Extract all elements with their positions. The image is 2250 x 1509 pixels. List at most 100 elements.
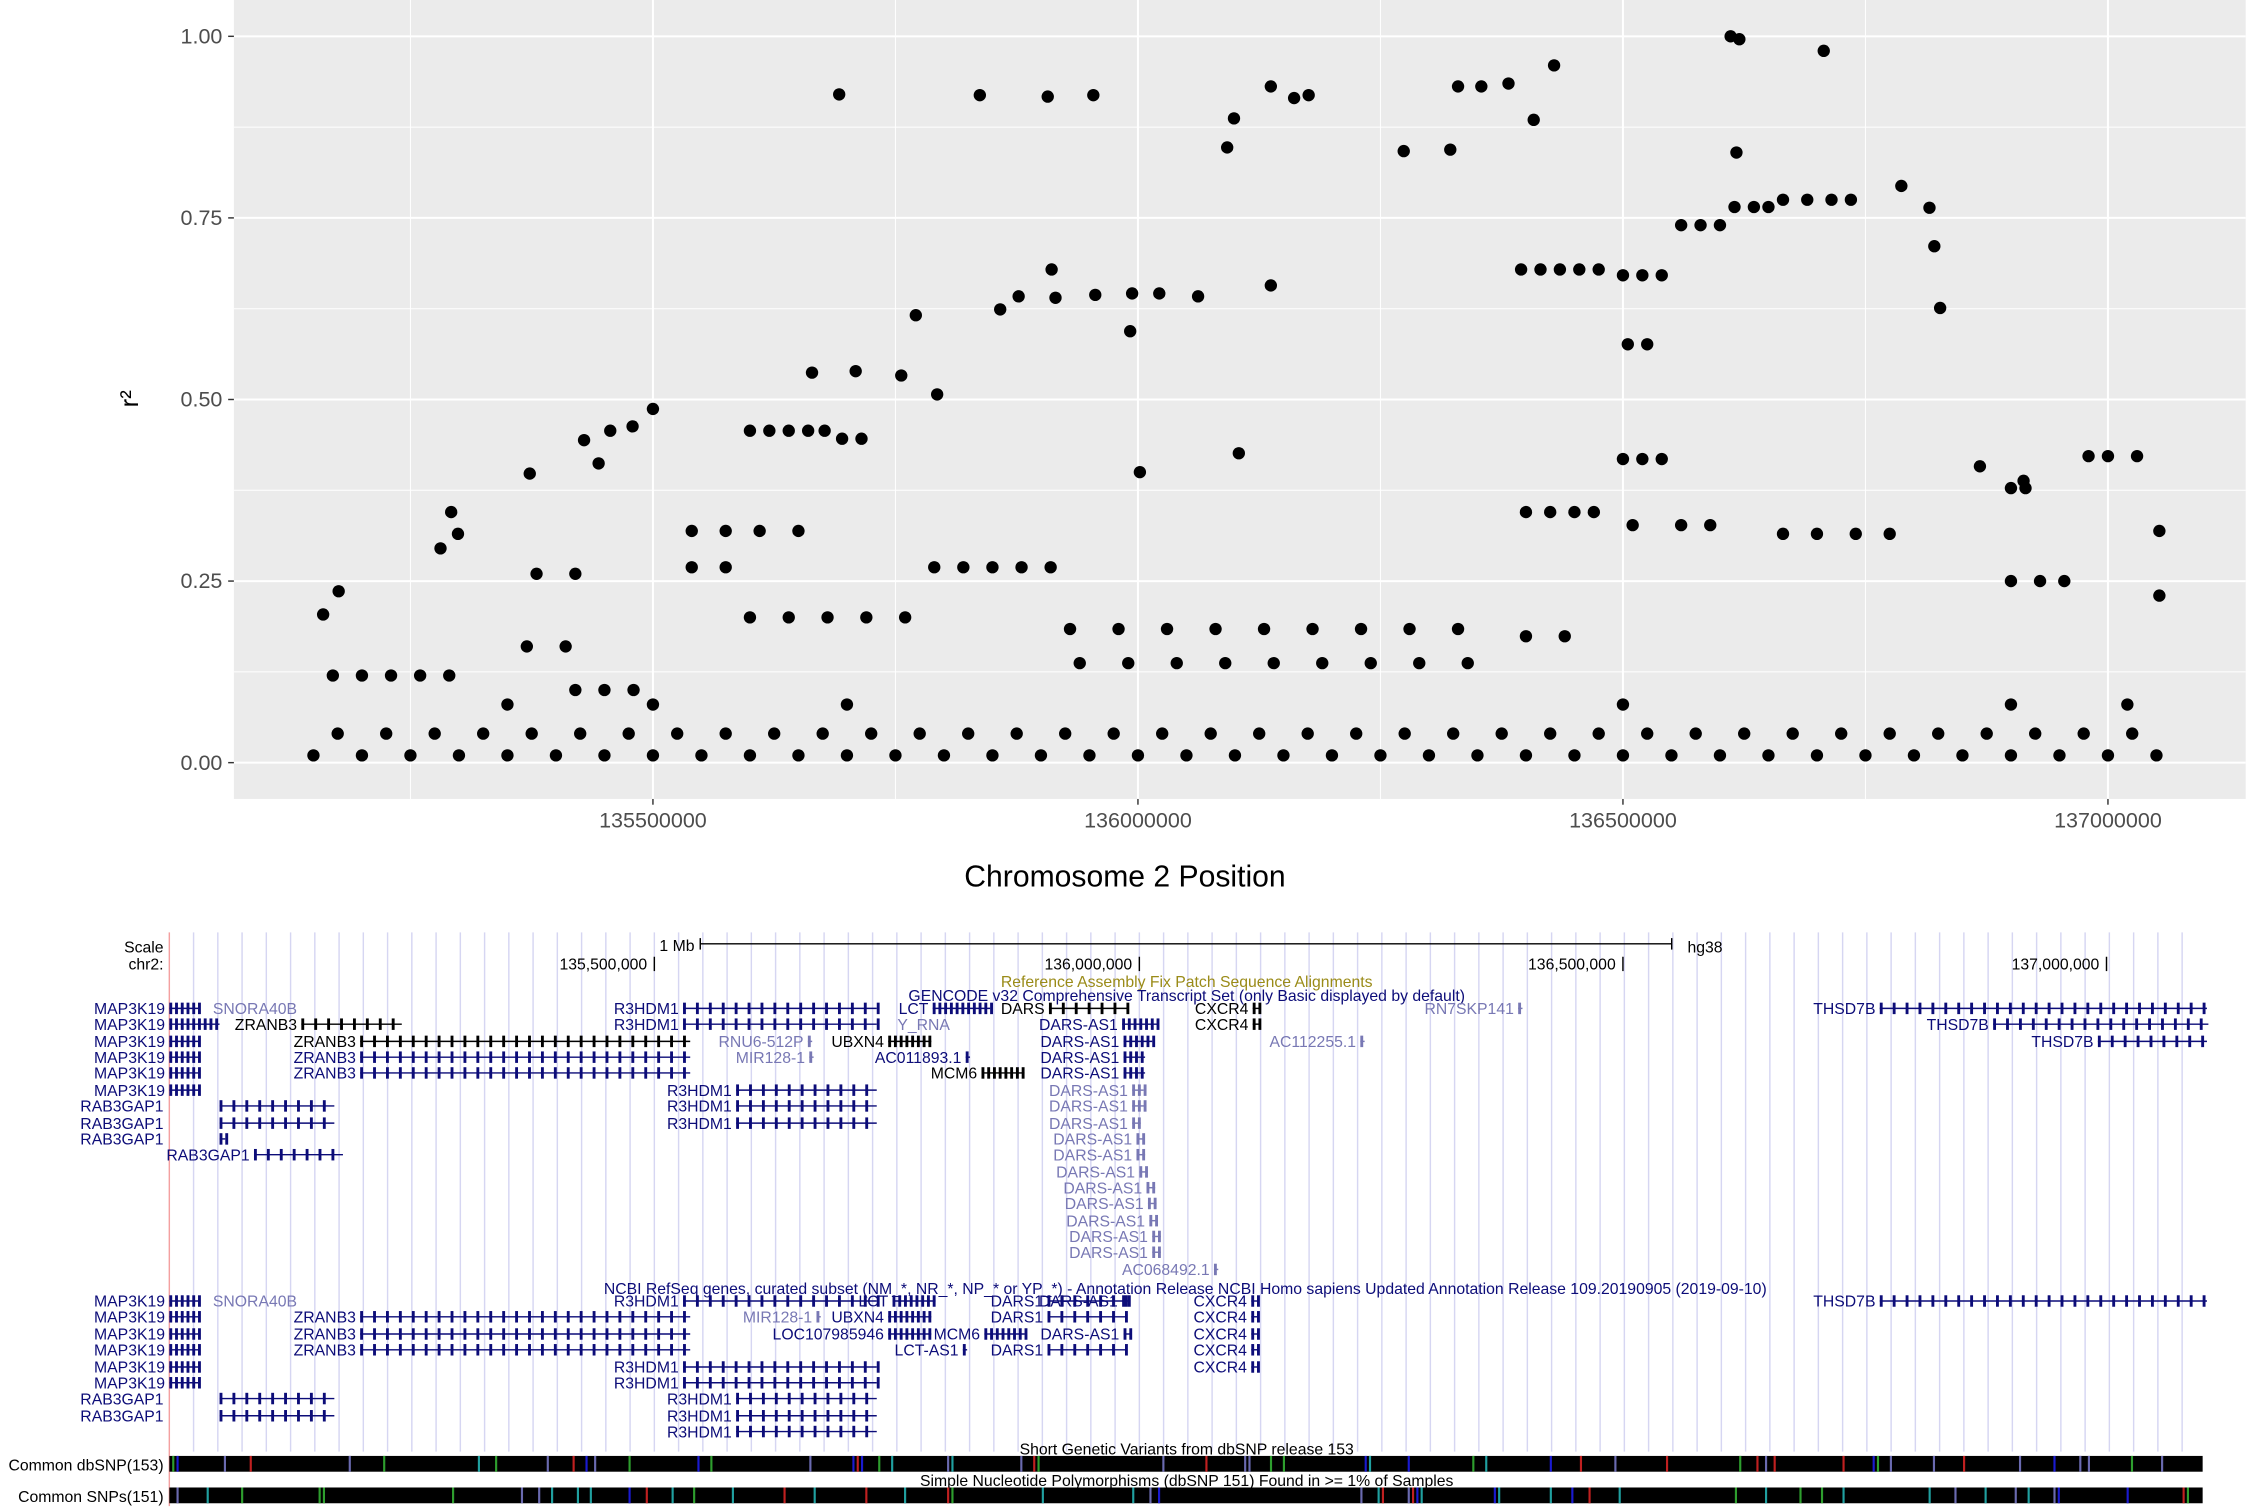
exon xyxy=(1158,1230,1161,1243)
track-title: NCBI RefSeq genes, curated subset (NM_*,… xyxy=(604,1281,1767,1298)
snp-stripe xyxy=(1963,1455,1966,1472)
exon xyxy=(169,1035,173,1048)
exon xyxy=(424,1311,428,1323)
gene-label: RAB3GAP1 xyxy=(80,1116,163,1133)
gene-label: DARS-AS1 xyxy=(1040,1034,1119,1051)
exon xyxy=(2176,1002,2180,1015)
exon xyxy=(998,1067,1002,1079)
exon xyxy=(1147,1197,1151,1210)
exon xyxy=(373,1035,376,1048)
exon xyxy=(904,1295,907,1307)
snp-stripe xyxy=(904,1487,907,1504)
exon xyxy=(180,1361,184,1373)
exon xyxy=(579,1067,583,1079)
point xyxy=(1451,622,1465,636)
exon xyxy=(1086,1344,1090,1356)
exon xyxy=(838,1002,841,1015)
exon xyxy=(175,1344,178,1356)
snp-stripe xyxy=(1420,1487,1423,1504)
exon xyxy=(2008,1295,2012,1307)
gene-label: MAP3K19 xyxy=(94,1034,165,1051)
gene-label: RAB3GAP1 xyxy=(166,1147,249,1164)
snp-stripe xyxy=(1764,1487,1768,1504)
exon xyxy=(1879,1295,1883,1307)
point xyxy=(307,749,320,762)
exon xyxy=(566,1051,570,1063)
exon xyxy=(839,1392,843,1405)
exon xyxy=(1060,1311,1064,1323)
exon xyxy=(215,1018,219,1030)
exon xyxy=(2150,1295,2154,1307)
exon xyxy=(476,1328,480,1340)
exon xyxy=(2138,1002,2141,1015)
exon xyxy=(2031,1018,2035,1030)
exon xyxy=(219,1133,223,1145)
exon xyxy=(1087,1002,1091,1015)
exon xyxy=(476,1344,480,1356)
exon xyxy=(618,1328,622,1340)
exon xyxy=(2086,1295,2090,1307)
snp-stripe xyxy=(1368,1455,1372,1472)
exon xyxy=(1252,1002,1256,1015)
exon xyxy=(411,1035,415,1048)
exon xyxy=(180,1084,184,1096)
exon xyxy=(579,1344,583,1356)
snp-stripe xyxy=(249,1455,252,1472)
point xyxy=(895,369,908,382)
point xyxy=(1447,727,1460,740)
snp-stripe xyxy=(1842,1455,1845,1472)
point xyxy=(1264,80,1278,93)
snp-stripe xyxy=(576,1487,580,1504)
point xyxy=(1133,465,1147,479)
exon xyxy=(1010,1067,1014,1079)
point xyxy=(719,727,732,740)
exon xyxy=(566,1344,570,1356)
track-label: Common SNPs(151) xyxy=(18,1489,163,1506)
track-title: Short Genetic Variants from dbSNP releas… xyxy=(1020,1441,1354,1458)
exon xyxy=(1047,1311,1051,1323)
x-tick-label: 136000000 xyxy=(1084,809,1192,833)
exon xyxy=(816,1311,820,1323)
exon xyxy=(949,1002,953,1015)
gene-label: MAP3K19 xyxy=(94,1001,165,1018)
point xyxy=(1413,656,1426,670)
exon xyxy=(340,1018,343,1030)
exon xyxy=(618,1067,622,1079)
exon xyxy=(1257,1361,1260,1373)
exon xyxy=(180,1035,184,1048)
snp-stripe xyxy=(2027,1487,2030,1504)
exon xyxy=(2163,1002,2167,1015)
snp-stripe xyxy=(2161,1455,2164,1472)
point xyxy=(1641,338,1654,351)
snp-stripe xyxy=(1407,1455,1410,1472)
point xyxy=(2029,727,2042,740)
point xyxy=(1354,622,1368,636)
exon xyxy=(773,1018,777,1030)
exon xyxy=(284,1117,287,1129)
exon xyxy=(2122,1018,2126,1030)
point xyxy=(1044,561,1057,574)
point xyxy=(1655,452,1668,466)
point xyxy=(1253,727,1266,740)
exon xyxy=(683,1328,686,1340)
exon xyxy=(787,1117,791,1129)
exon xyxy=(800,1117,804,1129)
point xyxy=(1592,727,1605,740)
exon xyxy=(309,1117,313,1129)
exon xyxy=(515,1067,519,1079)
exon xyxy=(708,1361,712,1373)
snp-stripe xyxy=(1872,1455,1875,1472)
exon xyxy=(398,1328,402,1340)
exon xyxy=(1133,1018,1137,1030)
exon xyxy=(198,1067,201,1079)
track-title: Reference Assembly Fix Patch Sequence Al… xyxy=(1001,974,1373,991)
gene-label: CXCR4 xyxy=(1194,1327,1248,1344)
point xyxy=(1895,179,1908,193)
point xyxy=(1547,59,1561,72)
snp-stripe xyxy=(860,1455,864,1472)
exon xyxy=(1136,1148,1140,1161)
exon xyxy=(1155,1214,1159,1227)
exon xyxy=(787,1410,791,1422)
exon xyxy=(2060,1295,2064,1307)
gene-label: DARS-AS1 xyxy=(1040,1327,1119,1344)
